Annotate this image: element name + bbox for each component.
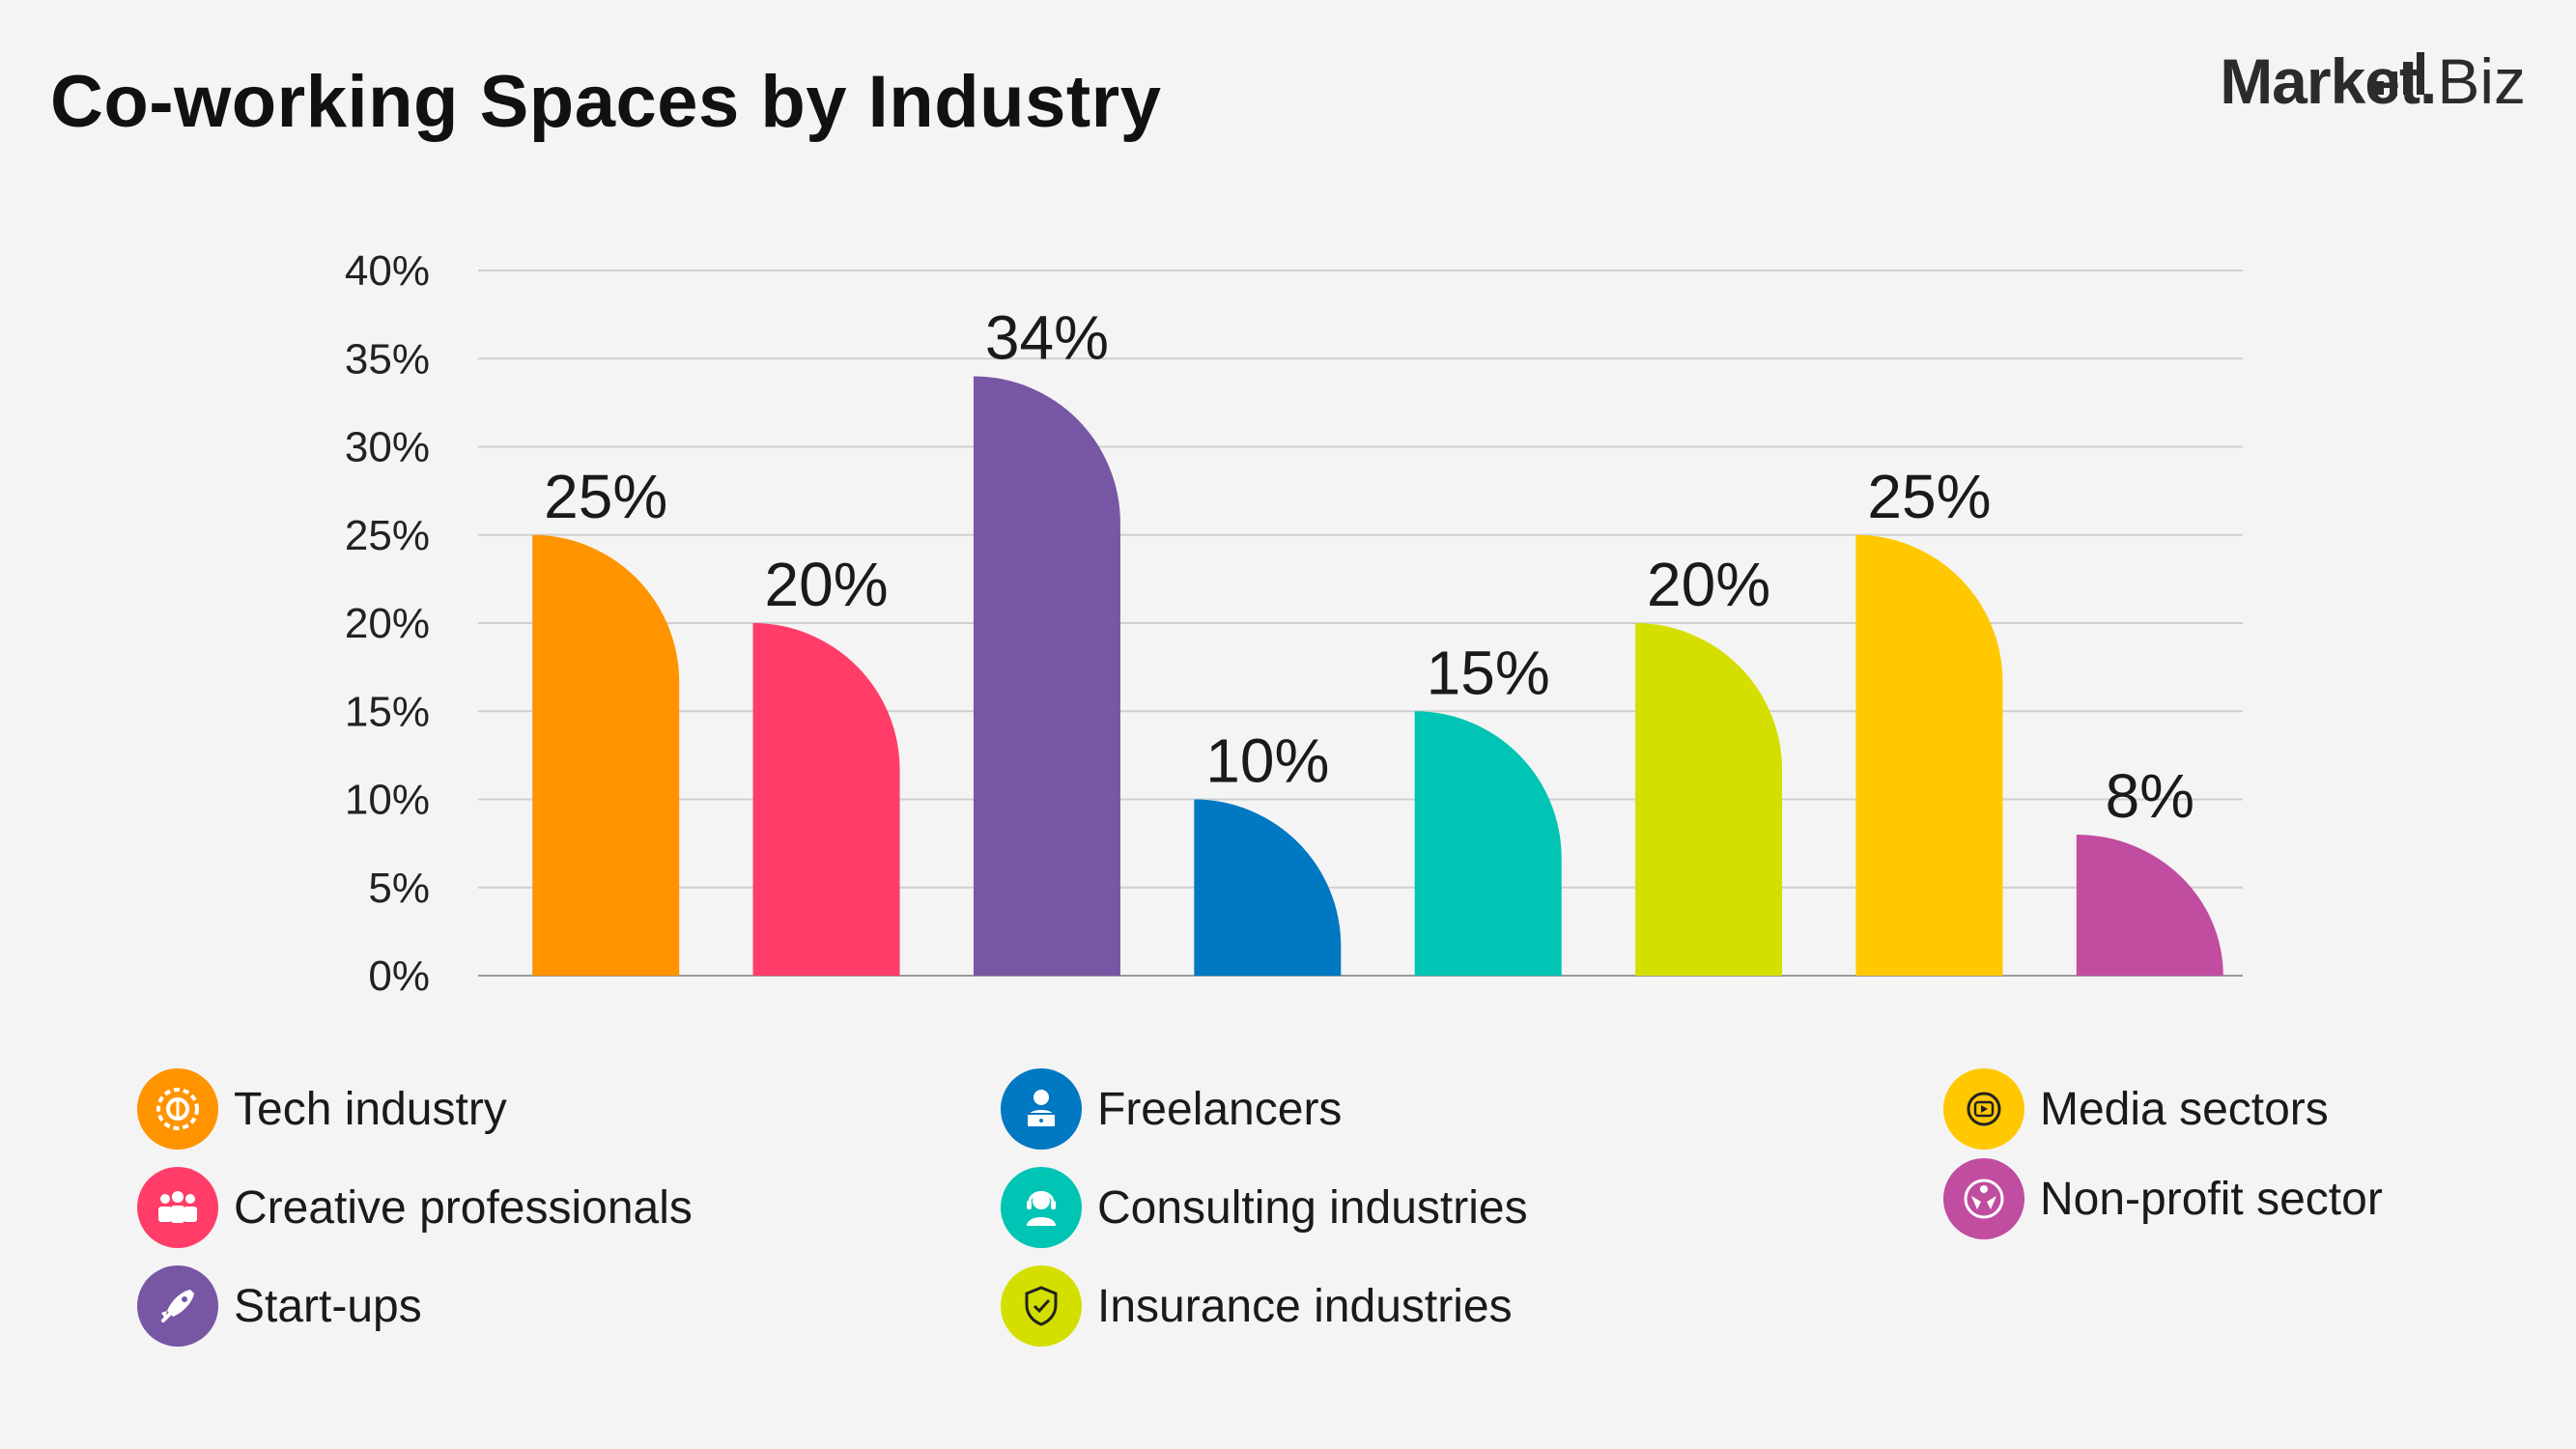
data-label: 25% — [1867, 462, 1991, 531]
y-tick-label: 15% — [345, 688, 430, 735]
hands-icon — [1943, 1158, 2024, 1239]
bar-chart: 0% 5% 10% 15% 20% 25% 30% 35% 40% 25% 20% 34% 10% 15%… — [345, 247, 2243, 1000]
legend-label: Non-profit sector — [2040, 1173, 2383, 1225]
legend-label: Tech industry — [234, 1083, 507, 1135]
legend-label: Media sectors — [2040, 1083, 2329, 1135]
bar — [532, 534, 680, 976]
people-icon — [137, 1167, 218, 1248]
legend-label: Consulting industries — [1097, 1181, 1528, 1234]
brand-secondary: Biz — [2437, 45, 2526, 117]
y-tick-label: 20% — [345, 600, 430, 647]
bar — [973, 376, 1120, 976]
legend-item-insurance: Insurance industries — [1001, 1265, 1513, 1347]
data-label: 34% — [985, 303, 1109, 373]
shield-icon — [1001, 1265, 1082, 1347]
y-tick-label: 35% — [345, 335, 430, 383]
y-tick-label: 40% — [345, 247, 430, 295]
legend-label: Creative professionals — [234, 1181, 693, 1234]
y-tick-label: 25% — [345, 512, 430, 559]
data-label: 20% — [765, 550, 889, 619]
headset-icon — [1001, 1167, 1082, 1248]
bar — [752, 623, 900, 976]
gear-icon — [137, 1068, 218, 1150]
laptop-user-icon — [1001, 1068, 1082, 1150]
rocket-icon — [137, 1265, 218, 1347]
bar — [1855, 534, 2003, 976]
chart-title: Co-working Spaces by Industry — [50, 61, 1162, 143]
bar — [1635, 623, 1783, 976]
legend-item-tech: Tech industry — [137, 1068, 507, 1150]
legend-item-freelancers: Freelancers — [1001, 1068, 1342, 1150]
legend-item-startups: Start-ups — [137, 1265, 422, 1347]
data-label: 25% — [544, 462, 667, 531]
data-label: 8% — [2106, 761, 2195, 831]
play-icon — [1943, 1068, 2024, 1150]
legend-item-nonprofit: Non-profit sector — [1943, 1158, 2383, 1239]
data-label: 20% — [1647, 550, 1770, 619]
y-tick-label: 10% — [345, 777, 430, 824]
legend-label: Insurance industries — [1097, 1280, 1513, 1332]
legend-label: Freelancers — [1097, 1083, 1343, 1135]
y-tick-label: 5% — [368, 865, 430, 912]
legend-item-creative: Creative professionals — [137, 1167, 693, 1248]
brand-logo: Market. Biz — [2220, 44, 2526, 118]
y-tick-label: 0% — [368, 952, 430, 1000]
y-tick-label: 30% — [345, 424, 430, 471]
legend-label: Start-ups — [234, 1280, 422, 1332]
legend-item-consulting: Consulting industries — [1001, 1167, 1528, 1248]
bar — [2076, 835, 2223, 976]
bars-icon — [2376, 52, 2425, 95]
legend-item-media: Media sectors — [1943, 1068, 2329, 1150]
data-label: 15% — [1427, 638, 1550, 707]
data-label: 10% — [1205, 726, 1329, 796]
bar — [1194, 799, 1342, 976]
brand-primary: Market — [2220, 45, 2420, 117]
bar — [1414, 711, 1562, 976]
